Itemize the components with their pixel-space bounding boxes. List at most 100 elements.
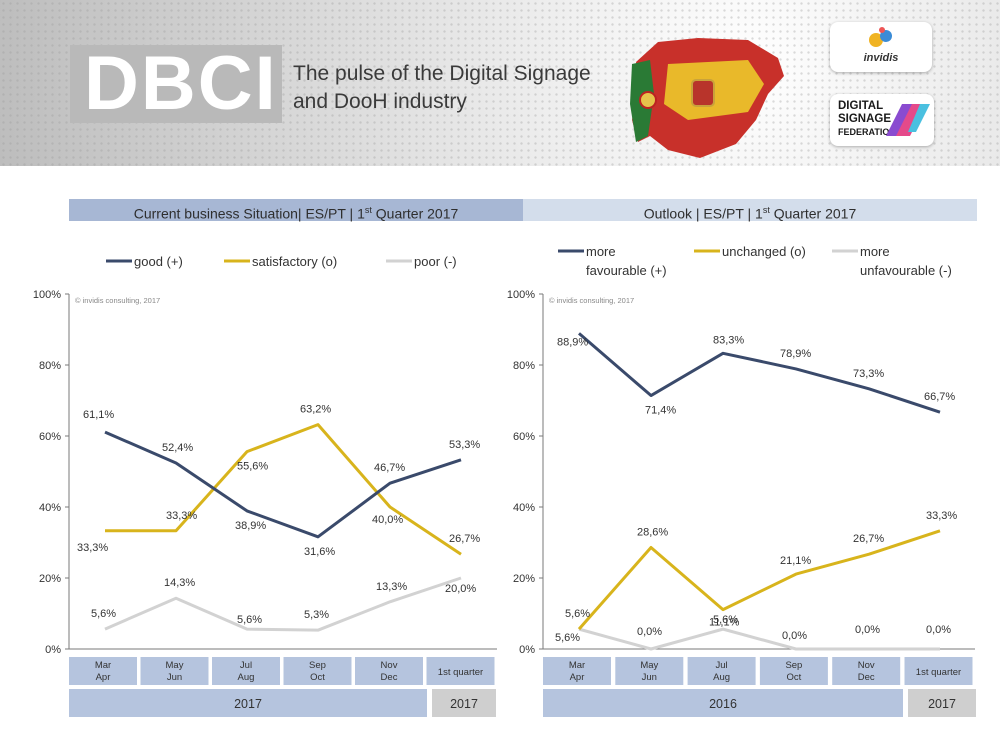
outlook-category-label-1-line1: May: [640, 660, 658, 671]
outlook-category-label-1-line2: Jun: [642, 672, 657, 683]
current-category-label-4-line1: Nov: [381, 660, 398, 671]
right-title-pre: Outlook | ES/PT | 1: [643, 205, 763, 222]
current-series-line-0: [104, 430, 462, 539]
current-data-label-2-2: 5,6%: [237, 614, 262, 626]
current-watermark: © invidis consulting, 2017: [75, 296, 160, 305]
outlook-series-line-0: [578, 332, 941, 414]
outlook-year-box-1: [908, 689, 976, 717]
outlook-category-label-5: 1st quarter: [916, 667, 961, 678]
outlook-category-box-5: [904, 657, 973, 685]
current-y-tick-label-2: 40%: [39, 502, 61, 514]
outlook-legend-label-2-line2: unfavourable (-): [860, 263, 952, 278]
outlook-y-tick-label-5: 100%: [507, 289, 535, 301]
dsf-line2: SIGNAGE: [838, 113, 892, 125]
current-data-label-0-3: 31,6%: [304, 546, 335, 558]
current-data-label-0-4: 46,7%: [374, 462, 405, 474]
current-category-label-2-line1: Jul: [240, 660, 252, 671]
invidis-logo-text: invidis: [863, 52, 899, 64]
outlook-legend-label-0-line1: more: [586, 244, 616, 259]
outlook-category-label-0-line2: Apr: [570, 672, 585, 683]
outlook-year-box-0: [543, 689, 903, 717]
banner: DBCI The pulse of the Digital Signage an…: [0, 0, 1000, 166]
outlook-data-label-0-0: 88,9%: [557, 336, 588, 348]
outlook-y-tick-label-2: 40%: [513, 502, 535, 514]
current-category-box-0: [69, 657, 137, 685]
current-data-label-2-4: 13,3%: [376, 581, 407, 593]
current-category-box-3: [283, 657, 352, 685]
outlook-category-box-4: [832, 657, 901, 685]
current-data-label-2-1: 14,3%: [164, 577, 195, 589]
current-data-label-2-3: 5,3%: [304, 609, 329, 621]
current-category-label-1-line1: May: [166, 660, 184, 671]
tagline: The pulse of the Digital Signage and Doo…: [293, 60, 591, 116]
current-series-line-2: [104, 576, 462, 632]
outlook-data-label-1-1: 28,6%: [637, 526, 668, 538]
tagline-line1: The pulse of the Digital Signage: [293, 62, 591, 85]
current-legend-label-2: poor (-): [414, 254, 457, 269]
outlook-category-box-3: [759, 657, 828, 685]
current-data-label-0-5: 53,3%: [449, 439, 480, 451]
outlook-category-label-4-line1: Nov: [858, 660, 875, 671]
current-year-box-0: [69, 689, 427, 717]
dsf-logo: DIGITAL SIGNAGE FEDERATION: [830, 94, 934, 146]
right-title-post: Quarter 2017: [769, 205, 857, 222]
outlook-category-label-2-line1: Jul: [716, 660, 728, 671]
outlook-data-label-1-0: 5,6%: [565, 608, 590, 620]
current-data-label-1-0: 33,3%: [77, 542, 108, 554]
outlook-data-label-2-1: 0,0%: [637, 626, 662, 638]
outlook-y-tick-label-3: 60%: [513, 431, 535, 443]
outlook-y-tick-label-1: 20%: [513, 573, 535, 585]
outlook-data-label-0-3: 78,9%: [780, 348, 811, 360]
outlook-y-tick-label-4: 80%: [513, 360, 535, 372]
right-title-sup: st: [762, 205, 770, 215]
outlook-category-label-3-line1: Sep: [785, 660, 802, 671]
current-legend-label-0: good (+): [134, 254, 183, 269]
outlook-watermark: © invidis consulting, 2017: [549, 296, 634, 305]
outlook-legend-label-2-line1: more: [860, 244, 890, 259]
current-series-line-1: [105, 423, 462, 556]
current-data-label-1-4: 40,0%: [372, 514, 403, 526]
current-category-label-4-line2: Dec: [381, 672, 398, 683]
outlook-data-label-0-2: 83,3%: [713, 334, 744, 346]
current-data-label-0-1: 52,4%: [162, 442, 193, 454]
current-legend-label-1: satisfactory (o): [252, 254, 337, 269]
dsf-line3: FEDERATION: [838, 127, 896, 137]
outlook-data-label-0-4: 73,3%: [853, 368, 884, 380]
current-data-label-1-5: 26,7%: [449, 533, 480, 545]
invidis-logo: invidis: [830, 22, 932, 72]
current-data-label-0-0: 61,1%: [83, 409, 114, 421]
left-title-sup: st: [364, 205, 372, 215]
outlook-category-label-3-line2: Oct: [787, 672, 802, 683]
current-category-box-5: [426, 657, 495, 685]
current-category-box-4: [355, 657, 423, 685]
outlook-category-label-2-line2: Aug: [713, 672, 730, 683]
current-data-label-0-2: 38,9%: [235, 520, 266, 532]
current-y-tick-label-3: 60%: [39, 431, 61, 443]
current-data-label-2-5: 20,0%: [445, 583, 476, 595]
outlook-data-label-2-2: 5,6%: [713, 614, 738, 626]
dsf-stripes-icon: [886, 104, 930, 136]
outlook-category-label-4-line2: Dec: [858, 672, 875, 683]
outlook-series-line-2: [578, 627, 940, 651]
outlook-legend-label-1-line1: unchanged (o): [722, 244, 806, 259]
current-data-label-2-0: 5,6%: [91, 608, 116, 620]
outlook-category-box-1: [615, 657, 684, 685]
left-chart-title: Current business Situation| ES/PT | 1st …: [69, 199, 523, 222]
outlook-year-label-0: 2016: [709, 697, 737, 711]
outlook-category-box-0: [543, 657, 611, 685]
current-category-label-2-line2: Aug: [238, 672, 255, 683]
tagline-line2: and DooH industry: [293, 90, 467, 113]
outlook-series-line-1: [577, 529, 941, 631]
current-category-label-3-line1: Sep: [309, 660, 326, 671]
outlook-data-label-1-2: 11,1%: [709, 617, 740, 629]
outlook-data-label-1-5: 33,3%: [926, 510, 957, 522]
current-category-box-1: [140, 657, 209, 685]
left-title-pre: Current business Situation| ES/PT | 1: [133, 205, 365, 222]
current-category-label-0-line2: Apr: [96, 672, 111, 683]
current-year-label-1: 2017: [450, 697, 478, 711]
left-title-post: Quarter 2017: [371, 205, 459, 222]
outlook-data-label-0-5: 66,7%: [924, 391, 955, 403]
current-category-label-0-line1: Mar: [95, 660, 111, 671]
outlook-category-label-0-line1: Mar: [569, 660, 585, 671]
